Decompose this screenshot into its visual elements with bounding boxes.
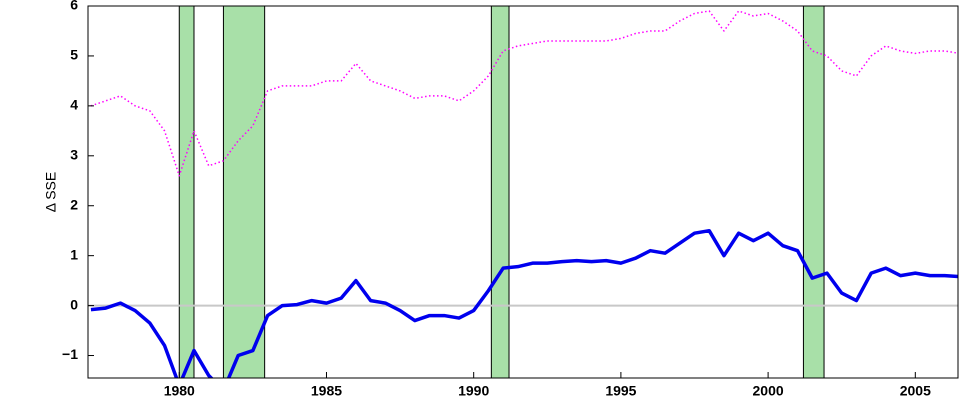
x-tick-label: 1985 [311,383,342,399]
y-tick-label: 3 [70,147,78,163]
y-axis-label: Δ SSE [43,172,59,212]
x-tick-label: 2005 [900,383,931,399]
y-tick-label: 4 [70,97,78,113]
y-tick-label: 2 [70,196,78,212]
series-line [90,228,958,378]
x-tick-label: 2000 [753,383,784,399]
series-line [90,10,958,177]
shaded-region [222,6,266,378]
y-tick-label: 0 [70,296,78,312]
x-tick-label: 1995 [605,383,636,399]
x-tick-label: 1980 [164,383,195,399]
y-tick-label: 6 [70,0,78,13]
y-tick-label: 5 [70,47,78,63]
plot-area [88,6,958,378]
y-tick-label: −1 [62,346,78,362]
shaded-region [178,6,195,378]
plot-frame [87,5,959,379]
shaded-region [490,6,510,378]
y-tick-label: 1 [70,246,78,262]
x-tick-label: 1990 [458,383,489,399]
shaded-region [802,6,825,378]
